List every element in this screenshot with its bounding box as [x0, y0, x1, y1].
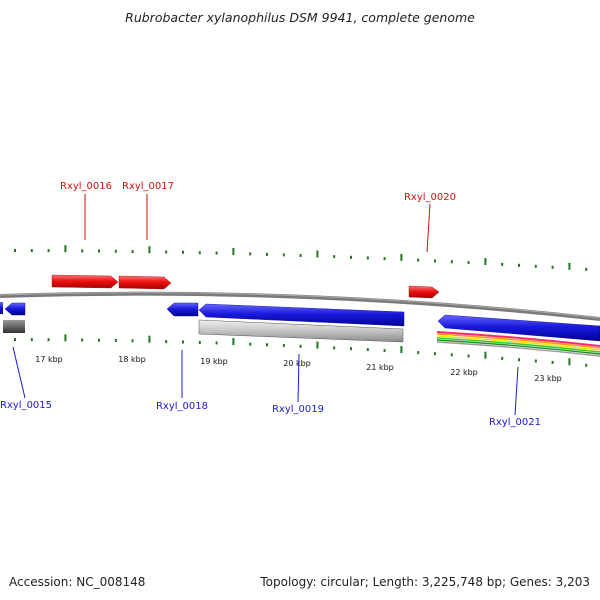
scale-label-22kbp: 22 kbp: [450, 368, 478, 377]
gene-label-rxyl-0016[interactable]: Rxyl_0016: [60, 181, 112, 192]
gene-label-rxyl-0021[interactable]: Rxyl_0021: [489, 417, 541, 428]
gene-rxyl-0015[interactable]: [0, 302, 3, 314]
gene-rxyl-0018[interactable]: [166, 302, 199, 317]
genome-summary-text: Topology: circular; Length: 3,225,748 bp…: [260, 575, 590, 589]
gene-rxyl-0021[interactable]: [437, 314, 600, 342]
scale-label-19kbp: 19 kbp: [200, 357, 228, 366]
feature-track-dark: [3, 320, 25, 333]
gene-rxyl-0016[interactable]: [51, 274, 119, 289]
gene-label-rxyl-0018[interactable]: Rxyl_0018: [156, 401, 208, 412]
gene-labels: Rxyl_0016 Rxyl_0017 Rxyl_0020 Rxyl_0015 …: [0, 181, 541, 428]
scale-label-18kbp: 18 kbp: [118, 355, 146, 364]
annotation-stripes: [436, 331, 600, 357]
scale-label-20kbp: 20 kbp: [283, 359, 311, 368]
gene-rxyl-0020[interactable]: [408, 285, 440, 299]
gene-label-rxyl-0019[interactable]: Rxyl_0019: [272, 404, 324, 415]
scale-labels: 17 kbp 18 kbp 19 kbp 20 kbp 21 kbp 22 kb…: [35, 355, 562, 383]
gene-label-rxyl-0020[interactable]: Rxyl_0020: [404, 192, 456, 203]
scale-label-17kbp: 17 kbp: [35, 355, 63, 364]
gene-rxyl-0019[interactable]: [198, 303, 405, 327]
gene-rxyl-0017[interactable]: [118, 275, 172, 290]
feature-track-gray: [198, 319, 404, 343]
genome-backbone-highlight: [0, 292, 600, 319]
scale-label-21kbp: 21 kbp: [366, 363, 394, 372]
genome-backbone: [0, 291, 600, 321]
tick-row-outer: [14, 245, 588, 271]
gene-label-rxyl-0017[interactable]: Rxyl_0017: [122, 181, 174, 192]
gene-leader-lines: [12, 194, 519, 416]
tick-row-inner: [14, 334, 588, 367]
genome-title: Rubrobacter xylanophilus DSM 9941, compl…: [125, 10, 475, 25]
gene-rxyl-0015b[interactable]: [4, 302, 26, 316]
gene-label-rxyl-0015[interactable]: Rxyl_0015: [0, 400, 52, 411]
accession-text: Accession: NC_008148: [9, 575, 146, 589]
scale-label-23kbp: 23 kbp: [534, 374, 562, 383]
